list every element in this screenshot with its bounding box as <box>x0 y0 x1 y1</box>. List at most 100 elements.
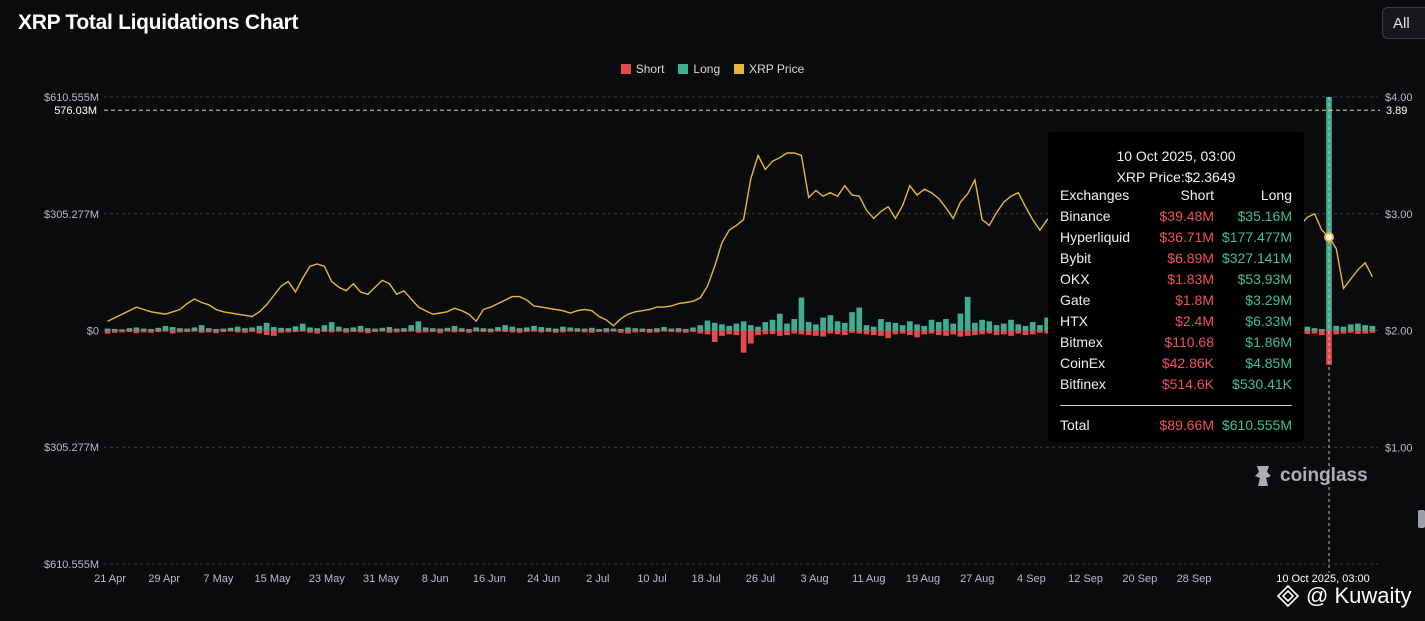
legend-item-long[interactable]: Long <box>678 62 720 76</box>
x-axis-tick-label: 27 Aug <box>960 573 994 585</box>
legend-item-short[interactable]: Short <box>620 62 665 76</box>
short-bar <box>314 330 321 334</box>
short-bar <box>885 330 891 339</box>
long-bar <box>596 328 602 331</box>
long-bar <box>748 325 754 331</box>
tooltip-total-long: $610.555M <box>1221 417 1292 433</box>
short-bar <box>133 330 140 334</box>
short-bar <box>198 330 205 333</box>
chart-title: XRP Total Liquidations Chart <box>18 11 299 34</box>
long-bar <box>878 319 884 331</box>
short-bar <box>234 330 241 333</box>
long-bar <box>104 328 111 331</box>
left-marker-bg <box>40 102 102 119</box>
long-bar <box>1022 325 1029 331</box>
long-bar <box>1333 325 1340 331</box>
long-bar <box>690 327 696 331</box>
short-bar <box>632 330 639 333</box>
short-bar <box>430 330 436 333</box>
short-bar <box>654 330 660 333</box>
short-bar <box>104 330 111 334</box>
chart-tooltip: 10 Oct 2025, 03:00 XRP Price:$2.3649 Exc… <box>1048 132 1304 442</box>
long-bar <box>892 322 899 331</box>
coinglass-logo-icon <box>1255 466 1271 486</box>
short-bar <box>762 330 769 335</box>
tooltip-long-value: $327.141M <box>1221 250 1292 266</box>
long-bar <box>307 327 313 331</box>
short-bar <box>560 330 566 333</box>
tooltip-exchange: OKX <box>1060 271 1090 287</box>
time-range-select[interactable]: All <box>1382 7 1425 39</box>
short-bar <box>350 330 357 333</box>
long-bar <box>466 328 472 331</box>
short-bar <box>704 330 711 335</box>
long-bar <box>1044 317 1050 331</box>
short-bar <box>184 330 190 333</box>
tooltip-long-value: $530.41K <box>1232 376 1292 392</box>
long-bar <box>292 326 299 331</box>
short-bar <box>372 330 378 333</box>
legend-item-xrp-price[interactable]: XRP Price <box>734 62 804 76</box>
long-bar <box>155 327 162 331</box>
long-bar <box>437 328 443 331</box>
long-bar <box>444 327 451 331</box>
short-bar <box>921 330 928 335</box>
x-axis-tick-label: 28 Sep <box>1177 573 1212 585</box>
long-bar <box>408 325 414 331</box>
right-axis-tick-label: $2.00 <box>1385 326 1413 338</box>
long-bar <box>162 325 169 331</box>
short-bar <box>646 330 653 333</box>
short-bar <box>1369 330 1376 333</box>
legend-swatch-xrp-price <box>734 64 745 74</box>
long-bar <box>372 328 378 331</box>
tooltip-row: HTX $2.4M $6.33M <box>1060 311 1292 332</box>
long-bar <box>704 320 711 331</box>
long-bar <box>972 322 978 331</box>
long-bar <box>386 327 393 331</box>
tooltip-price: XRP Price:$2.3649 <box>1116 169 1236 185</box>
short-bar <box>444 330 451 332</box>
side-scroll-handle[interactable] <box>1418 510 1425 528</box>
short-bar <box>943 330 949 336</box>
short-bar <box>538 330 545 333</box>
long-bar <box>321 325 328 331</box>
long-bar <box>191 327 198 331</box>
short-bar <box>531 330 537 332</box>
short-bar <box>292 330 299 333</box>
tooltip-long-value: $53.93M <box>1237 271 1292 287</box>
short-bar <box>661 330 667 332</box>
short-bar <box>957 330 964 337</box>
legend-label-short: Short <box>635 62 665 76</box>
long-bar <box>603 328 610 331</box>
short-bar <box>1355 330 1361 334</box>
short-bar <box>726 330 732 335</box>
short-bar <box>870 330 877 336</box>
long-bar <box>950 323 957 331</box>
long-bar <box>625 327 631 331</box>
long-bar <box>350 327 357 331</box>
long-bar <box>733 323 740 331</box>
long-bar <box>415 321 422 331</box>
long-bar <box>480 328 487 331</box>
tooltip-divider <box>1060 405 1292 406</box>
short-bar <box>487 330 494 333</box>
tooltip-row: Gate $1.8M $3.29M <box>1060 290 1292 311</box>
long-bar <box>646 328 653 331</box>
long-bar <box>769 319 776 331</box>
short-bar <box>719 330 725 336</box>
short-bar <box>755 330 761 336</box>
left-axis-tick-label: $610.555M <box>44 92 99 104</box>
short-bar <box>617 330 624 333</box>
long-bar <box>1304 326 1311 331</box>
long-bar <box>776 313 783 331</box>
short-bar <box>523 330 530 333</box>
short-bar <box>1340 330 1347 334</box>
short-bar <box>278 330 284 333</box>
short-bar <box>849 330 855 333</box>
long-bar <box>639 328 646 331</box>
short-bar <box>856 330 863 334</box>
short-bar <box>466 330 472 333</box>
x-axis-tick-label: 26 Jul <box>746 573 775 585</box>
short-bar <box>242 330 248 333</box>
short-bar <box>935 330 942 336</box>
